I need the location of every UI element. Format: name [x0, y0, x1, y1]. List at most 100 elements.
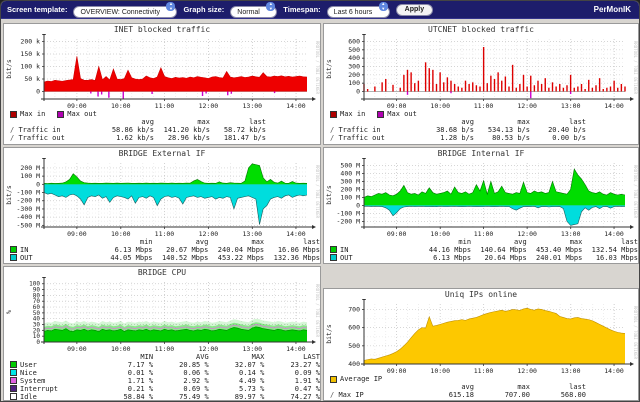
stats-header-row: MIN AVG MAX LAST	[10, 353, 320, 361]
panel-title: Uniq IPs online	[444, 290, 518, 299]
stats-value: 38.68 b/s	[436, 126, 474, 134]
stats-value: 4.49 %	[239, 377, 265, 385]
svg-text:12:00: 12:00	[199, 345, 219, 353]
svg-text:13:00: 13:00	[561, 102, 581, 110]
stats-row: System 1.71 % 2.92 % 4.49 % 1.91 %	[10, 377, 320, 385]
panel-utcnet-blocked-traffic: UTCNET blocked traffic 0 100 200 300 400 500 60…	[323, 23, 639, 145]
chart-bridge-cpu[interactable]: 0 10 20 30 40 50 60 70 80 90 100 09:00 10:00 11:00 12:…	[4, 277, 320, 353]
stats-value: 240.01 Mbps	[535, 254, 583, 262]
stats-value: 240.04 Mbps	[217, 246, 265, 254]
stats-value: 16.03 Mbps	[595, 254, 638, 262]
stats-value: 2.92 %	[183, 377, 209, 385]
screen-template-select[interactable]: OVERVIEW: Connectivity	[73, 5, 178, 18]
stats-header-spacer	[10, 118, 98, 126]
svg-text:50 k: 50 k	[24, 75, 40, 83]
svg-text:600: 600	[348, 38, 360, 46]
svg-text:11:00: 11:00	[155, 345, 175, 353]
panel-bridge-external-if: BRIDGE External IF 200 M 100 M 0 -100 M -200 …	[3, 147, 321, 264]
svg-text:10:00: 10:00	[430, 367, 450, 375]
stats-header-cell: max	[517, 118, 530, 126]
svg-text:14:00: 14:00	[604, 102, 624, 110]
stats-table: min avg max last IN 44.16 Mbps 140.64 Mbps 453.…	[330, 238, 638, 262]
stats-row: IN 6.13 Mbps 20.67 Mbps 240.04 Mbps 16.06 Mb…	[10, 246, 320, 254]
svg-text:0: 0	[36, 88, 40, 96]
stats-header-cell: last	[569, 383, 586, 391]
legend-chips: Average IP	[330, 375, 638, 383]
svg-text:10:00: 10:00	[111, 345, 131, 353]
svg-text:14:00: 14:00	[286, 345, 306, 353]
svg-text:400 M: 400 M	[340, 169, 360, 177]
svg-text:400: 400	[348, 360, 360, 368]
svg-text:09:00: 09:00	[387, 230, 407, 238]
stats-value: 568.00	[560, 391, 586, 399]
svg-text:300: 300	[348, 63, 360, 71]
stats-value: 32.07 %	[234, 361, 265, 369]
svg-text:10:00: 10:00	[430, 230, 450, 238]
stats-header-cell: avg	[195, 238, 209, 246]
svg-text:11:00: 11:00	[155, 102, 175, 110]
svg-text:RRDTOOL / TOBI OETIKER: RRDTOOL / TOBI OETIKER	[315, 284, 320, 338]
stats-row-label: OUT	[10, 254, 97, 262]
svg-text:%: %	[5, 310, 13, 314]
legend-chip: Max out	[57, 110, 97, 118]
stats-value: 58.84 %	[123, 393, 154, 401]
svg-text:-100 M: -100 M	[337, 209, 361, 217]
svg-text:200 M: 200 M	[20, 164, 40, 172]
svg-text:-200 M: -200 M	[17, 197, 41, 205]
line-marker-icon: /	[330, 134, 339, 142]
stats-row-label: Interrupt	[10, 385, 97, 393]
svg-text:150 k: 150 k	[20, 50, 40, 58]
svg-text:09:00: 09:00	[387, 367, 407, 375]
panel-bridge-internal-if: BRIDGE Internal IF 500 M 400 M 300 M 200 M 10…	[323, 147, 639, 264]
stats-table: avg max last / Traffic in 58.86 kb/s 141.20 k…	[10, 118, 266, 142]
legend-chip: Max out	[377, 110, 417, 118]
timespan-label: Timespan:	[283, 5, 321, 14]
stats-table: avg max last / Max IP 615.18 707.00 568.00	[330, 383, 586, 399]
stats-row-label: System	[10, 377, 97, 385]
svg-text:0: 0	[356, 88, 360, 96]
stats-row: Interrupt 0.21 % 0.69 % 5.73 % 0.47 %	[10, 385, 320, 393]
chart-inet-blocked-traffic[interactable]: 0 50 k 100 k 150 k 200 k 09:00 10:00 11:00 12:00…	[4, 34, 320, 110]
apply-button[interactable]: Apply	[395, 3, 434, 16]
svg-text:200 M: 200 M	[340, 185, 360, 193]
stats-row: / Traffic in 58.86 kb/s 141.20 kb/s 58.72 k…	[10, 126, 266, 134]
timespan-select[interactable]: Last 6 hours	[326, 5, 390, 18]
stats-value: 6.13 Mbps	[114, 246, 153, 254]
swatch-icon	[10, 110, 17, 118]
stats-header-cell: min	[458, 238, 472, 246]
swatch-icon	[10, 361, 17, 368]
legend-chip-label: Average IP	[340, 375, 383, 383]
stats-row-label: / Traffic in	[10, 126, 61, 134]
screen-template-select-wrap: OVERVIEW: Connectivity ▲ ▼	[73, 1, 178, 19]
stats-value: 1.62 kb/s	[116, 134, 154, 142]
svg-text:100: 100	[348, 79, 360, 87]
svg-text:bit/s: bit/s	[325, 324, 333, 344]
svg-text:11:00: 11:00	[474, 230, 494, 238]
svg-text:-100 M: -100 M	[17, 189, 41, 197]
svg-text:0: 0	[356, 201, 360, 209]
svg-text:10:00: 10:00	[111, 230, 131, 238]
chart-bridge-external-if[interactable]: 200 M 100 M 0 -100 M -200 M -300 M -400 M -500 …	[4, 158, 320, 238]
stats-row: / Traffic in 38.68 b/s 534.13 b/s 20.40 b/s	[330, 126, 586, 134]
stats-row-label: User	[10, 361, 97, 369]
chart-bridge-internal-if[interactable]: 500 M 400 M 300 M 200 M 100 M 0 -100 M -200 M 09…	[324, 158, 638, 238]
legend-utcnet-blocked-traffic: Max in Max out avg max last / Traffic in 38.68…	[324, 110, 638, 142]
chart-uniq-ips-online[interactable]: 400 500 600 700 09:00 10:00 11:00 12:00 13:00 14:…	[324, 299, 638, 375]
stats-value: 89.97 %	[234, 393, 265, 401]
line-marker-icon: /	[10, 134, 19, 142]
graph-size-label: Graph size:	[183, 5, 225, 14]
stats-header-row: avg max last	[330, 118, 586, 126]
stats-value: 534.13 b/s	[487, 126, 530, 134]
chart-utcnet-blocked-traffic[interactable]: 0 100 200 300 400 500 600 09:00 10:00 11:00 12:00 1…	[324, 34, 638, 110]
stats-table: avg max last / Traffic in 38.68 b/s 534.13 b/…	[330, 118, 586, 142]
stats-value: 80.53 b/s	[492, 134, 530, 142]
line-marker-icon: /	[330, 126, 339, 134]
stats-row: Nice 0.01 % 0.06 % 0.14 % 0.09 %	[10, 369, 320, 377]
svg-text:100 M: 100 M	[340, 193, 360, 201]
panel-title: BRIDGE External IF	[118, 149, 206, 158]
svg-text:90: 90	[33, 287, 41, 294]
graph-size-select[interactable]: Normal	[230, 5, 278, 18]
stats-row: Idle 58.84 % 75.49 % 89.97 % 74.27 %	[10, 393, 320, 401]
svg-text:300 M: 300 M	[340, 177, 360, 185]
svg-text:500 M: 500 M	[340, 161, 360, 169]
